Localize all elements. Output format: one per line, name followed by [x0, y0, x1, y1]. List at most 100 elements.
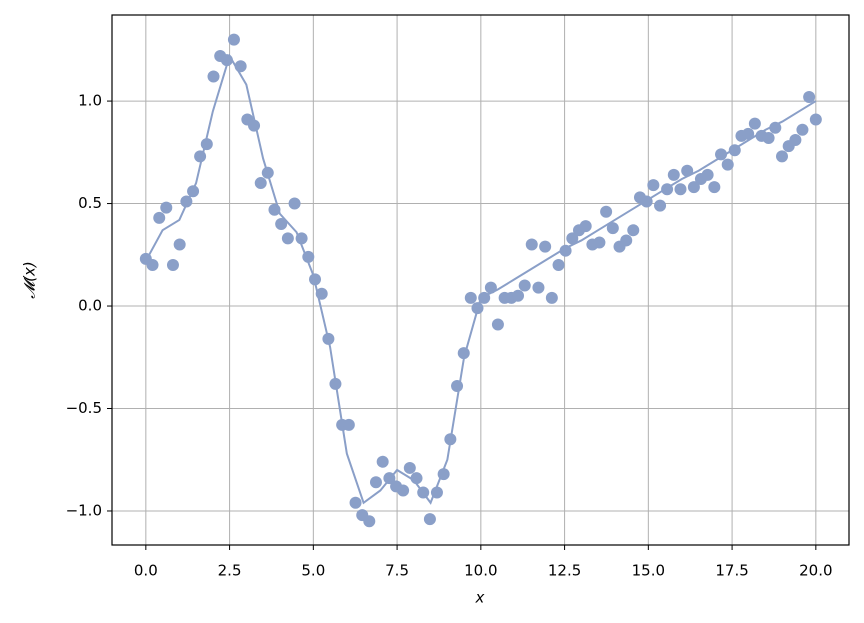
- data-point: [566, 232, 579, 245]
- data-point: [789, 134, 802, 147]
- data-point: [180, 195, 193, 208]
- data-point: [518, 279, 531, 292]
- x-axis-label: x: [475, 589, 485, 607]
- data-point: [701, 168, 714, 181]
- data-point: [687, 181, 700, 194]
- data-point: [579, 220, 592, 233]
- data-point: [532, 281, 545, 294]
- data-point: [200, 138, 213, 151]
- data-point: [329, 377, 342, 390]
- data-point: [606, 222, 619, 235]
- y-tick-label: 1.0: [78, 92, 102, 110]
- data-point: [552, 259, 565, 272]
- data-point: [539, 240, 552, 253]
- data-point: [661, 183, 674, 196]
- data-point: [295, 232, 308, 245]
- data-point: [512, 289, 525, 302]
- data-point: [275, 218, 288, 231]
- data-point: [715, 148, 728, 161]
- data-point: [417, 486, 430, 499]
- data-point: [457, 347, 470, 360]
- data-point: [809, 113, 822, 126]
- data-point: [559, 244, 572, 257]
- data-point: [776, 150, 788, 163]
- data-point: [600, 205, 613, 218]
- data-point: [525, 238, 538, 251]
- x-tick-label: 2.5: [218, 562, 242, 580]
- data-point: [674, 183, 687, 196]
- data-point: [667, 168, 680, 181]
- x-tick-label: 0.0: [134, 562, 158, 580]
- y-axis-label: 𝓜(x): [21, 261, 39, 298]
- data-point: [410, 472, 423, 485]
- data-point: [173, 238, 186, 251]
- data-point: [640, 195, 653, 208]
- data-point: [708, 181, 721, 194]
- data-point: [288, 197, 301, 210]
- data-point: [261, 166, 274, 179]
- data-point: [647, 179, 660, 192]
- y-tick-label: −1.0: [66, 501, 102, 519]
- data-point: [369, 476, 382, 489]
- data-point: [491, 318, 504, 331]
- data-point: [302, 250, 315, 263]
- data-point: [593, 236, 606, 249]
- data-point: [444, 433, 457, 446]
- data-point: [220, 54, 233, 67]
- data-point: [762, 131, 775, 144]
- x-tick-label: 10.0: [464, 562, 497, 580]
- data-point: [681, 164, 694, 177]
- x-tick-label: 12.5: [548, 562, 581, 580]
- data-point: [403, 461, 416, 474]
- data-point: [397, 484, 410, 497]
- x-tick-label: 5.0: [301, 562, 325, 580]
- data-point: [281, 232, 294, 245]
- x-tick-label: 20.0: [799, 562, 832, 580]
- data-point: [451, 379, 464, 392]
- y-tick-label: 0.0: [78, 297, 102, 315]
- data-point: [423, 513, 436, 526]
- x-tick-label: 17.5: [715, 562, 748, 580]
- data-point: [627, 224, 640, 237]
- data-point: [207, 70, 220, 83]
- data-point: [309, 273, 322, 286]
- data-point: [248, 119, 261, 132]
- x-tick-label: 7.5: [385, 562, 409, 580]
- data-point: [796, 123, 809, 136]
- data-point: [342, 418, 355, 431]
- data-point: [478, 291, 491, 304]
- data-point: [484, 281, 497, 294]
- data-point: [620, 234, 633, 247]
- data-point: [153, 211, 166, 224]
- data-point: [430, 486, 443, 499]
- data-point: [721, 158, 734, 171]
- data-point: [194, 150, 207, 163]
- data-point: [742, 127, 755, 140]
- data-point: [471, 302, 484, 315]
- data-point: [254, 177, 267, 190]
- data-point: [146, 259, 159, 272]
- data-point: [322, 332, 335, 345]
- y-tick-label: −0.5: [66, 399, 102, 417]
- data-point: [234, 60, 247, 73]
- data-point: [545, 291, 558, 304]
- data-point: [315, 287, 328, 300]
- plot-frame: [111, 14, 850, 546]
- data-point: [769, 121, 782, 134]
- data-point: [166, 259, 179, 272]
- y-tick-label: 0.5: [78, 194, 102, 212]
- data-point: [803, 90, 816, 103]
- data-point: [383, 472, 396, 485]
- data-point: [376, 455, 389, 468]
- x-tick-label: 15.0: [632, 562, 665, 580]
- data-point: [748, 117, 761, 130]
- data-point: [728, 144, 741, 157]
- data-point: [437, 468, 450, 481]
- data-point: [268, 203, 281, 216]
- data-point: [363, 515, 376, 528]
- data-point: [654, 199, 667, 212]
- data-point: [227, 33, 240, 46]
- data-point: [464, 291, 477, 304]
